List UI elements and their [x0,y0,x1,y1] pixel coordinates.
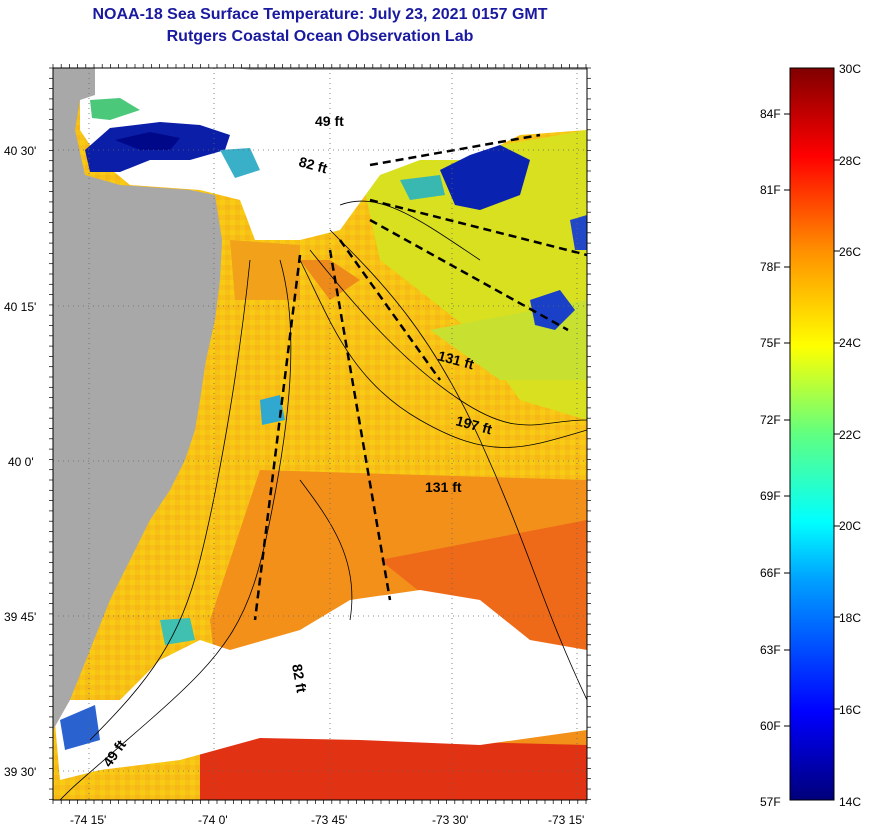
lon-label-74-0: -74 0' [198,813,228,827]
cbar-f-69: 69F [760,489,781,503]
cbar-c-18: 18C [839,611,861,625]
lat-label-40-30: 40 30' [4,144,36,158]
land-nj [53,68,222,730]
cbar-f-75: 75F [760,336,781,350]
cbar-c-26: 26C [839,245,861,259]
lat-label-40-0: 40 0' [8,455,34,469]
cbar-f-72: 72F [760,413,781,427]
cbar-c-30: 30C [839,62,861,76]
depth-label-82ft-south: 82 ft [289,663,310,694]
lat-label-40-15: 40 15' [4,300,36,314]
cbar-f-66: 66F [760,566,781,580]
hot-patch-south [200,735,587,800]
cbar-c-14: 14C [839,795,861,809]
lat-label-39-30: 39 30' [4,765,36,779]
cbar-f-60: 60F [760,719,781,733]
chart-title: NOAA-18 Sea Surface Temperature: July 23… [92,6,548,23]
grid-lines [53,68,587,800]
depth-label-131ft-south: 131 ft [425,479,462,495]
cloud-south [53,590,587,780]
cbar-c-28: 28C [839,154,861,168]
colorbar [789,67,835,801]
cbar-f-78: 78F [760,260,781,274]
lon-label-74-15: -74 15' [70,813,106,827]
lon-label-73-30: -73 30' [432,813,468,827]
depth-label-49ft-north: 49 ft [315,113,344,129]
map-ticks [49,64,591,804]
cbar-c-20: 20C [839,519,861,533]
cbar-c-16: 16C [839,703,861,717]
depth-label-82ft-north: 82 ft [297,153,329,176]
cloud-north [53,68,587,240]
cold-patch-ne [440,145,530,210]
lon-label-73-45: -73 45' [311,813,347,827]
chart-subtitle: Rutgers Coastal Ocean Observation Lab [166,28,474,45]
lon-label-73-15: -73 15' [548,813,584,827]
map-area: 49 ft 82 ft 131 ft 197 ft 131 ft 82 ft 4… [53,68,587,800]
lat-label-39-45: 39 45' [4,610,36,624]
cbar-c-22: 22C [839,428,861,442]
cbar-f-63: 63F [760,643,781,657]
transect-lines [253,133,587,621]
colorbar-ticks [784,113,840,727]
cbar-f-81: 81F [760,183,781,197]
cbar-c-24: 24C [839,336,861,350]
cbar-f-57: 57F [760,795,781,809]
map-frame [52,67,588,801]
cbar-f-84: 84F [760,107,781,121]
